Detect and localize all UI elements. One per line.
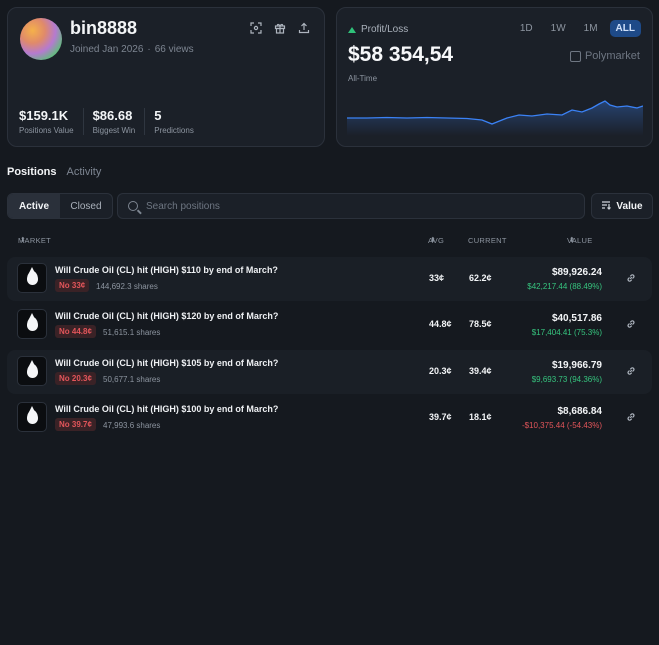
market-thumbnail <box>17 309 47 339</box>
period-selector: 1D 1W 1M ALL <box>514 20 641 37</box>
position-value: $89,926.24 <box>551 267 602 278</box>
view-count: 66 views <box>154 44 194 55</box>
table-row[interactable]: Will Crude Oil (CL) hit (HIGH) $120 by e… <box>7 303 652 347</box>
position-value: $19,966.79 <box>551 360 602 371</box>
section-tabs: Positions Activity <box>7 166 101 178</box>
header-current[interactable]: CURRENT <box>468 236 507 245</box>
search-input[interactable] <box>146 200 546 212</box>
position-value: $40,517.86 <box>551 313 602 324</box>
profit-loss-card: Profit/Loss $58 354,54 All-Time 1D 1W 1M… <box>336 7 653 147</box>
brand: Polymarket <box>569 50 640 62</box>
sort-value-button[interactable]: Value <box>591 193 653 219</box>
table-header: MARKET ⬍ AVG ⬍ CURRENT VALUE ⬍ <box>18 236 593 245</box>
sort-caret-icon: ⬍ <box>20 237 27 244</box>
filter-active-button[interactable]: Active <box>8 194 60 218</box>
pl-period-label: All-Time <box>348 74 378 83</box>
shares: 50,677.1 shares <box>103 375 161 384</box>
stat-predictions: 5 Predictions <box>154 108 194 135</box>
position-pnl: $17,404.41 (75.3%) <box>531 328 602 337</box>
table-row[interactable]: Will Crude Oil (CL) hit (HIGH) $110 by e… <box>7 257 652 301</box>
profile-stats: $159.1K Positions Value $86.68 Biggest W… <box>19 108 212 135</box>
tab-positions[interactable]: Positions <box>7 166 57 178</box>
shares: 47,993.6 shares <box>103 421 161 430</box>
profile-card: bin8888 Joined Jan 2026 · 66 views $159.1K… <box>7 7 325 147</box>
outcome-badge: No 39.7¢ <box>55 418 96 431</box>
shares: 144,692.3 shares <box>96 282 158 291</box>
pl-area <box>347 101 643 136</box>
avg-price: 39.7¢ <box>429 412 452 422</box>
search-icon <box>128 201 138 211</box>
market-thumbnail <box>17 402 47 432</box>
table-row[interactable]: Will Crude Oil (CL) hit (HIGH) $105 by e… <box>7 350 652 394</box>
current-price: 78.5¢ <box>469 319 492 329</box>
position-value: $8,686.84 <box>557 406 603 417</box>
outcome-badge: No 20.3¢ <box>55 372 96 385</box>
search-box <box>117 193 585 219</box>
polymarket-logo-icon <box>569 50 581 62</box>
pl-chart <box>347 100 643 136</box>
avatar <box>20 18 62 60</box>
market-title[interactable]: Will Crude Oil (CL) hit (HIGH) $100 by e… <box>55 404 279 414</box>
current-price: 39.4¢ <box>469 366 492 376</box>
avg-price: 44.8¢ <box>429 319 452 329</box>
share-icon[interactable] <box>298 22 310 34</box>
link-icon[interactable] <box>626 412 636 425</box>
gift-icon[interactable] <box>274 22 286 34</box>
market-title[interactable]: Will Crude Oil (CL) hit (HIGH) $105 by e… <box>55 358 279 368</box>
period-1d[interactable]: 1D <box>519 23 533 34</box>
current-price: 62.2¢ <box>469 273 492 283</box>
pl-value: $58 354,54 <box>348 43 454 66</box>
market-title[interactable]: Will Crude Oil (CL) hit (HIGH) $120 by e… <box>55 311 279 321</box>
market-title[interactable]: Will Crude Oil (CL) hit (HIGH) $110 by e… <box>55 265 278 275</box>
outcome-badge: No 44.8¢ <box>55 325 96 338</box>
up-arrow-icon <box>348 26 356 33</box>
profile-actions <box>250 22 310 34</box>
position-filter: Active Closed <box>7 193 113 219</box>
profile-meta: Joined Jan 2026 · 66 views <box>70 44 194 55</box>
period-1w[interactable]: 1W <box>550 23 566 34</box>
joined-date: Joined Jan 2026 <box>70 44 144 55</box>
current-price: 18.1¢ <box>469 412 492 422</box>
table-row[interactable]: Will Crude Oil (CL) hit (HIGH) $100 by e… <box>7 396 652 440</box>
position-pnl: -$10,375.44 (-54.43%) <box>521 421 602 430</box>
oil-drop-icon <box>26 267 38 285</box>
pl-label: Profit/Loss <box>348 24 408 35</box>
shares: 51,615.1 shares <box>103 328 161 337</box>
link-icon[interactable] <box>626 319 636 332</box>
position-pnl: $42,217.44 (88.49%) <box>527 282 602 291</box>
market-thumbnail <box>17 356 47 386</box>
sort-icon <box>601 200 612 213</box>
outcome-badge: No 33¢ <box>55 279 90 292</box>
tab-activity[interactable]: Activity <box>66 166 102 178</box>
oil-drop-icon <box>26 360 38 378</box>
stat-biggest-win: $86.68 Biggest Win <box>93 108 146 135</box>
stat-positions-value: $159.1K Positions Value <box>19 108 84 135</box>
position-pnl: $9,693.73 (94.36%) <box>531 375 602 384</box>
period-1m[interactable]: 1M <box>583 23 598 34</box>
filter-closed-button[interactable]: Closed <box>70 200 102 212</box>
avg-price: 20.3¢ <box>429 366 452 376</box>
pl-line <box>347 100 643 125</box>
avg-price: 33¢ <box>429 273 445 283</box>
username: bin8888 <box>70 18 138 38</box>
oil-drop-icon <box>26 406 38 424</box>
oil-drop-icon <box>26 313 38 331</box>
period-all[interactable]: ALL <box>609 20 641 37</box>
sort-caret-icon: ⬍ <box>569 237 576 244</box>
sort-caret-icon: ⬍ <box>430 237 437 244</box>
link-icon[interactable] <box>626 366 636 379</box>
scan-icon[interactable] <box>250 22 262 34</box>
link-icon[interactable] <box>626 273 636 286</box>
market-thumbnail <box>17 263 47 293</box>
